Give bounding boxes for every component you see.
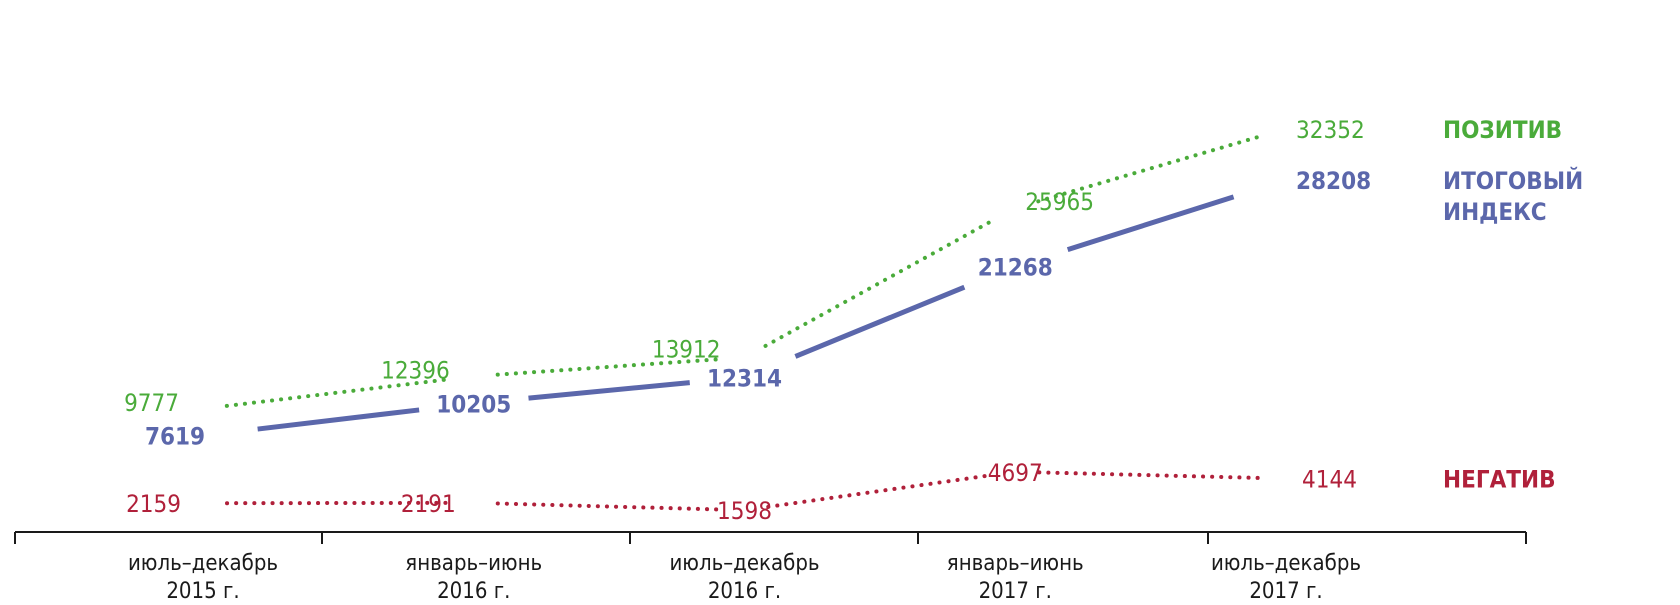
data-label-negative: 2191 (401, 490, 456, 518)
data-label-positive: 12396 (381, 356, 450, 384)
legend: ПОЗИТИВ ИТОГОВЫЙ ИНДЕКС НЕГАТИВ (1443, 116, 1583, 494)
data-label-positive: 25965 (1025, 188, 1094, 216)
series-negative (224, 470, 1265, 512)
data-label-negative: 1598 (717, 497, 772, 525)
series-positive (224, 133, 1265, 408)
series-index (257, 194, 1235, 432)
series-positive-segment (495, 357, 723, 377)
data-label-index: 12314 (707, 364, 782, 392)
data-label-negative: 2159 (126, 490, 181, 518)
data-label-index: 10205 (436, 390, 511, 418)
series-negative-segment (766, 473, 994, 509)
data-label-positive: 13912 (652, 335, 721, 363)
series-index-segment (1066, 194, 1235, 252)
legend-entry-positive: ПОЗИТИВ (1443, 116, 1562, 144)
series-index-segment (794, 284, 966, 359)
data-label-index: 7619 (145, 423, 205, 451)
x-tick-label: январь–июнь 2016 г. (405, 551, 542, 604)
data-labels: 9777 12396 13912 25965 32352 7619 10205 12314 21… (124, 116, 1371, 525)
series-positive-segment (763, 217, 997, 348)
data-label-positive: 32352 (1296, 116, 1365, 144)
series-lines (224, 133, 1265, 512)
data-label-negative: 4697 (988, 459, 1043, 487)
series-index-segment (257, 407, 420, 432)
x-tick-label: июль–декабрь 2016 г. (669, 551, 819, 604)
series-positive-segment (224, 377, 452, 408)
legend-entry-index: ИТОГОВЫЙ ИНДЕКС (1443, 166, 1583, 226)
series-negative-segment (1037, 470, 1265, 481)
data-label-index: 21268 (978, 253, 1053, 281)
series-negative-segment (495, 501, 723, 512)
x-axis: июль–декабрь 2015 г. январь–июнь 2016 г. июл… (14, 531, 1527, 604)
x-tick-label: июль–декабрь 2017 г. (1211, 551, 1361, 604)
data-label-index: 28208 (1296, 167, 1371, 195)
data-label-positive: 9777 (124, 389, 179, 417)
legend-entry-negative: НЕГАТИВ (1443, 466, 1556, 494)
x-tick-label: январь–июнь 2017 г. (947, 551, 1084, 604)
series-positive-segment (1036, 133, 1265, 204)
series-index-segment (528, 380, 690, 401)
data-label-negative: 4144 (1302, 466, 1357, 494)
x-tick-label: июль–декабрь 2015 г. (128, 551, 278, 604)
